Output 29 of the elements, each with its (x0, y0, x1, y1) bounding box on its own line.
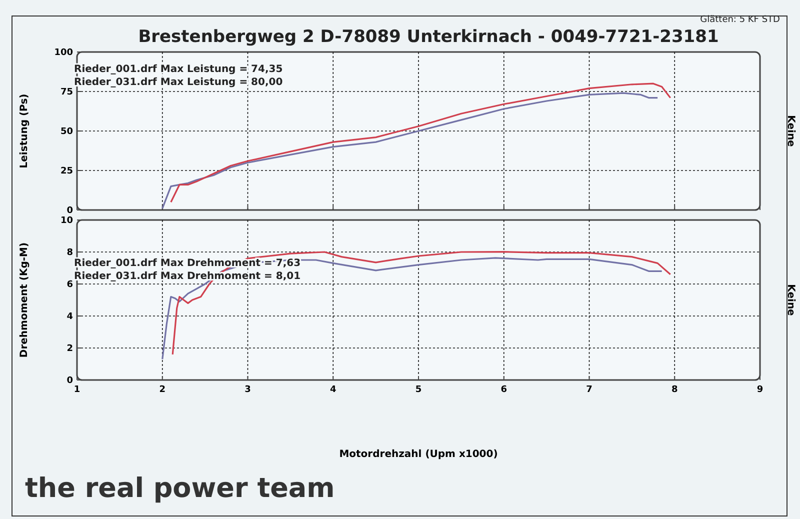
y-axis-title: Leistung (Ps) (19, 94, 30, 168)
y-tick-label: 100 (54, 48, 73, 58)
x-tick-label: 4 (330, 385, 336, 395)
y2-axis-title: Keine (785, 115, 796, 148)
y-tick-label: 10 (60, 216, 73, 226)
y-tick-label: 25 (60, 166, 73, 176)
chart-title: Brestenbergweg 2 D-78089 Unterkirnach - 0049-7721-23181 (138, 27, 719, 47)
x-tick-label: 8 (671, 385, 678, 395)
y2-axis-title: Keine (785, 284, 796, 316)
text: Glätten: 5 KF STD (700, 15, 780, 25)
x-tick-label: 9 (756, 385, 764, 395)
line-series (162, 92, 658, 210)
y-tick-label: 0 (66, 376, 73, 386)
x-tick-label: 2 (159, 385, 166, 395)
text: the real power team (25, 473, 335, 504)
y-tick-label: 8 (66, 248, 73, 258)
x-axis-title: Motordrehzahl (Upm x1000) (339, 449, 498, 460)
x-tick-label: 5 (415, 385, 422, 395)
x-tick-label: 6 (500, 385, 508, 395)
x-tick-label: 1 (74, 385, 80, 395)
x-tick-label: 7 (586, 385, 592, 395)
y-tick-label: 6 (66, 280, 73, 290)
y-tick-label: 0 (66, 206, 73, 216)
y-tick-label: 2 (66, 344, 73, 354)
y-axis-title: Drehmoment (Kg-M) (19, 242, 30, 358)
y-tick-label: 75 (60, 88, 73, 98)
y-tick-label: 4 (66, 312, 73, 322)
x-tick-label: 3 (244, 385, 251, 395)
y-tick-label: 50 (60, 127, 73, 137)
